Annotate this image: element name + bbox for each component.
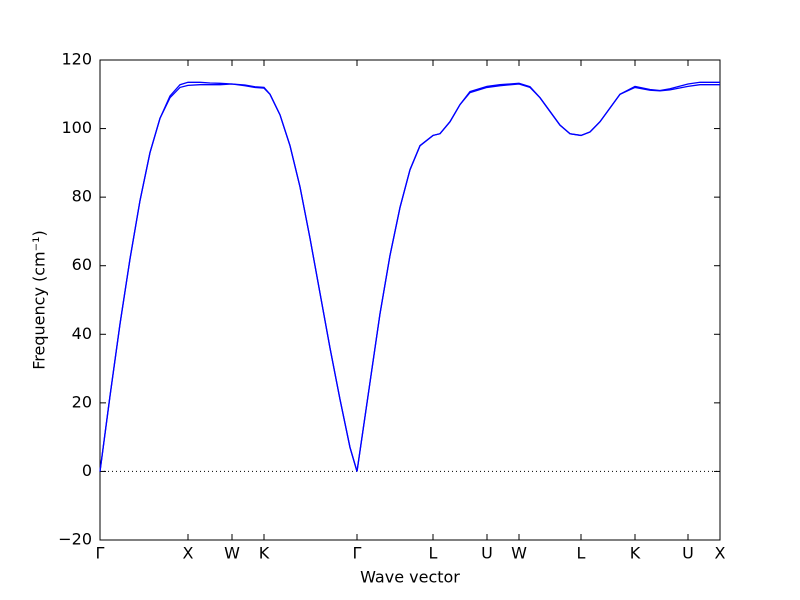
y-tick-label: 100 — [61, 118, 92, 137]
x-tick-label: W — [511, 544, 527, 563]
y-tick-label: 60 — [72, 255, 92, 274]
x-tick-label: L — [577, 544, 586, 563]
x-tick-label: Γ — [96, 544, 105, 563]
x-tick-label: X — [715, 544, 726, 563]
y-tick-label: −20 — [58, 530, 92, 549]
x-tick-label: Γ — [353, 544, 362, 563]
y-tick-label: 40 — [72, 324, 92, 343]
x-tick-label: U — [481, 544, 493, 563]
x-tick-label: U — [682, 544, 694, 563]
series-line — [99, 83, 720, 472]
x-tick-label: X — [183, 544, 194, 563]
x-axis-label: Wave vector — [360, 568, 460, 587]
x-tick-label: K — [259, 544, 270, 563]
x-tick-label: W — [224, 544, 240, 563]
y-tick-label: 80 — [72, 187, 92, 206]
plot-frame — [99, 59, 721, 541]
x-tick-label: K — [630, 544, 641, 563]
y-tick-label: 120 — [61, 50, 92, 69]
y-tick-label: 20 — [72, 392, 92, 411]
y-tick-label: 0 — [82, 461, 92, 480]
x-tick-label: L — [429, 544, 438, 563]
y-axis-label: Frequency (cm⁻¹) — [30, 230, 49, 369]
series-line — [99, 81, 720, 472]
